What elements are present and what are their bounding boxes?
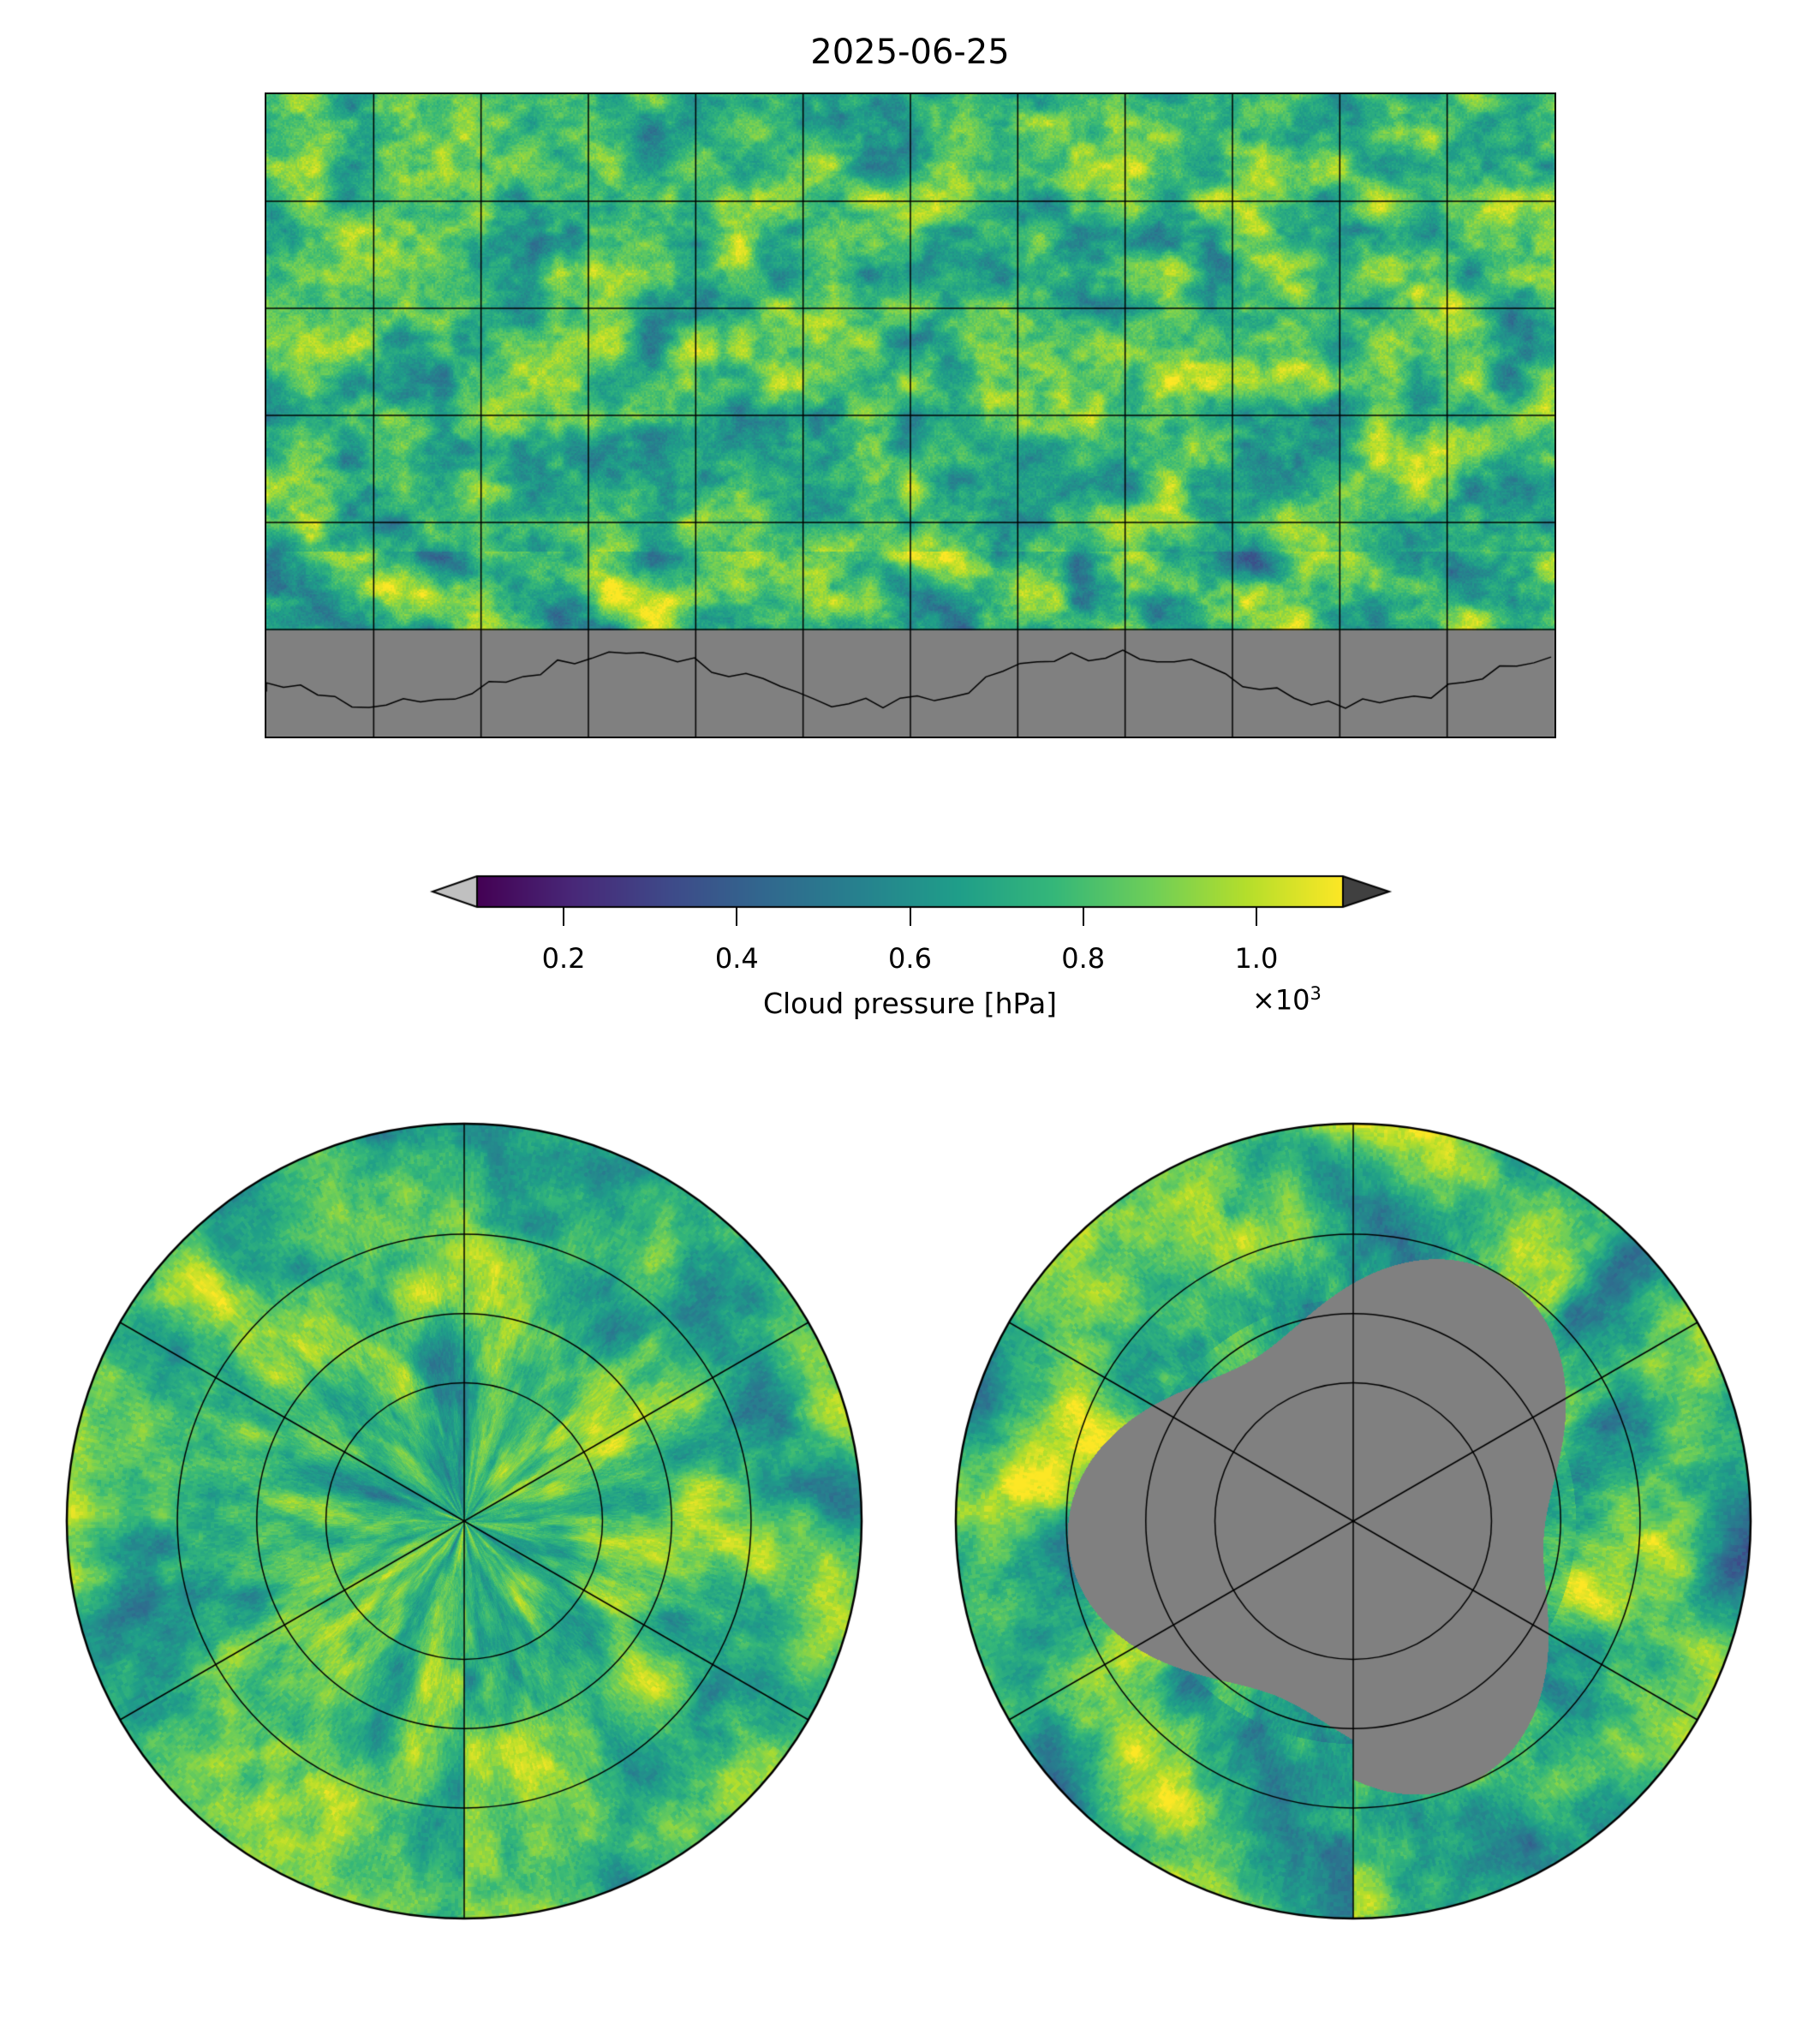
colorbar-tick-mark	[909, 907, 911, 926]
colorbar-tick-label: 0.4	[714, 942, 759, 975]
colorbar	[428, 869, 1396, 916]
colorbar-tick-label: 0.2	[541, 942, 586, 975]
colorbar-label: Cloud pressure [hPa]	[762, 987, 1058, 1020]
north-polar-map	[65, 1122, 863, 1920]
colorbar-multiplier: ×103	[1252, 983, 1322, 1017]
south-polar-map	[954, 1122, 1752, 1920]
colorbar-tick-mark	[1255, 907, 1257, 926]
global-map	[265, 92, 1556, 738]
colorbar-tick-mark	[563, 907, 565, 926]
colorbar-tick-label: 0.8	[1061, 942, 1106, 975]
chart-title: 2025-06-25	[810, 33, 1010, 72]
colorbar-tick-mark	[1082, 907, 1084, 926]
global-cloud-pressure-field	[266, 94, 1554, 737]
colorbar-tick-label: 0.6	[888, 942, 932, 975]
colorbar-tick-label: 1.0	[1234, 942, 1279, 975]
colorbar-tick-mark	[736, 907, 738, 926]
